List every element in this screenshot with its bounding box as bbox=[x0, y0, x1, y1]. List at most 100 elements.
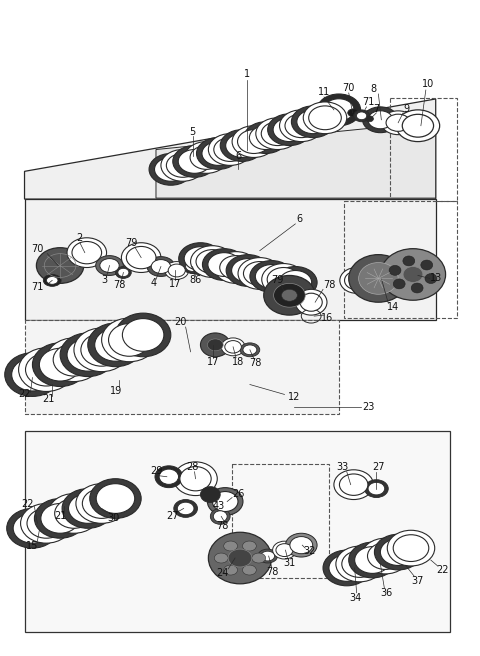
Ellipse shape bbox=[386, 114, 410, 131]
Ellipse shape bbox=[190, 146, 223, 169]
Ellipse shape bbox=[274, 266, 317, 298]
Ellipse shape bbox=[214, 252, 258, 283]
Ellipse shape bbox=[380, 539, 416, 565]
Ellipse shape bbox=[208, 253, 240, 276]
Ellipse shape bbox=[286, 533, 317, 557]
Text: 21: 21 bbox=[42, 394, 54, 404]
Ellipse shape bbox=[67, 237, 107, 268]
Text: 20: 20 bbox=[175, 317, 187, 327]
Ellipse shape bbox=[309, 106, 341, 130]
Ellipse shape bbox=[317, 94, 360, 126]
Ellipse shape bbox=[224, 541, 238, 551]
Text: 4: 4 bbox=[151, 278, 157, 289]
Ellipse shape bbox=[258, 549, 277, 563]
Ellipse shape bbox=[387, 530, 435, 566]
Ellipse shape bbox=[72, 241, 102, 264]
Polygon shape bbox=[24, 320, 339, 414]
Ellipse shape bbox=[425, 274, 437, 283]
Ellipse shape bbox=[155, 466, 183, 487]
Ellipse shape bbox=[242, 541, 256, 551]
Ellipse shape bbox=[368, 543, 403, 569]
Ellipse shape bbox=[339, 474, 368, 495]
Ellipse shape bbox=[238, 130, 270, 154]
Text: 29: 29 bbox=[150, 466, 162, 476]
Ellipse shape bbox=[39, 348, 81, 381]
Ellipse shape bbox=[191, 246, 234, 277]
Ellipse shape bbox=[83, 489, 121, 518]
Ellipse shape bbox=[274, 283, 305, 307]
Text: 8: 8 bbox=[371, 84, 376, 94]
Text: 26: 26 bbox=[232, 489, 244, 499]
Text: 71: 71 bbox=[31, 282, 44, 293]
Bar bbox=[390, 98, 457, 201]
Ellipse shape bbox=[300, 293, 322, 311]
Ellipse shape bbox=[212, 491, 238, 512]
Ellipse shape bbox=[243, 262, 276, 285]
Ellipse shape bbox=[179, 243, 222, 274]
Ellipse shape bbox=[243, 345, 257, 355]
Ellipse shape bbox=[69, 493, 107, 523]
Ellipse shape bbox=[214, 138, 246, 161]
Text: 27: 27 bbox=[167, 512, 179, 522]
Ellipse shape bbox=[389, 266, 401, 276]
Ellipse shape bbox=[411, 283, 423, 293]
Bar bbox=[344, 201, 457, 318]
Text: 21: 21 bbox=[54, 512, 66, 522]
Text: 2: 2 bbox=[77, 233, 83, 243]
Ellipse shape bbox=[250, 126, 282, 150]
Bar bbox=[24, 431, 450, 632]
Text: 6: 6 bbox=[296, 214, 302, 224]
Ellipse shape bbox=[177, 502, 194, 515]
Text: 33: 33 bbox=[336, 462, 349, 472]
Ellipse shape bbox=[224, 565, 238, 575]
Ellipse shape bbox=[361, 538, 409, 574]
Ellipse shape bbox=[345, 271, 369, 290]
Ellipse shape bbox=[240, 343, 260, 357]
Ellipse shape bbox=[279, 110, 323, 142]
Ellipse shape bbox=[381, 111, 415, 134]
Text: 78: 78 bbox=[216, 522, 228, 531]
Ellipse shape bbox=[74, 328, 129, 372]
Text: 71: 71 bbox=[362, 97, 375, 107]
Text: 24: 24 bbox=[216, 568, 228, 578]
Ellipse shape bbox=[36, 248, 84, 283]
Ellipse shape bbox=[403, 266, 423, 282]
Ellipse shape bbox=[295, 289, 327, 315]
Ellipse shape bbox=[354, 110, 370, 122]
Text: 32: 32 bbox=[303, 546, 315, 556]
Ellipse shape bbox=[359, 262, 398, 295]
Ellipse shape bbox=[297, 110, 329, 134]
Ellipse shape bbox=[155, 157, 187, 181]
Ellipse shape bbox=[362, 107, 398, 133]
Ellipse shape bbox=[357, 112, 367, 119]
Text: 78: 78 bbox=[323, 280, 335, 291]
Text: 70: 70 bbox=[31, 243, 44, 254]
Ellipse shape bbox=[255, 264, 288, 289]
Bar bbox=[232, 464, 329, 578]
Ellipse shape bbox=[55, 499, 93, 528]
Ellipse shape bbox=[186, 262, 200, 272]
Ellipse shape bbox=[35, 499, 86, 538]
Ellipse shape bbox=[100, 258, 119, 272]
Ellipse shape bbox=[364, 480, 388, 497]
Ellipse shape bbox=[231, 258, 264, 282]
Text: 16: 16 bbox=[321, 313, 333, 323]
Ellipse shape bbox=[368, 111, 393, 129]
Ellipse shape bbox=[220, 256, 252, 279]
Text: 36: 36 bbox=[380, 588, 393, 598]
Ellipse shape bbox=[268, 114, 311, 146]
Ellipse shape bbox=[121, 243, 161, 272]
Text: 78: 78 bbox=[250, 358, 262, 368]
Ellipse shape bbox=[95, 329, 136, 361]
Ellipse shape bbox=[324, 99, 354, 121]
Ellipse shape bbox=[96, 483, 135, 514]
Ellipse shape bbox=[396, 110, 440, 142]
Polygon shape bbox=[156, 122, 436, 198]
Text: 3: 3 bbox=[102, 276, 108, 285]
Text: 1: 1 bbox=[244, 69, 250, 79]
Ellipse shape bbox=[202, 142, 235, 165]
Ellipse shape bbox=[207, 487, 243, 516]
Ellipse shape bbox=[291, 106, 335, 138]
Text: 17: 17 bbox=[168, 279, 181, 289]
Ellipse shape bbox=[380, 249, 445, 300]
